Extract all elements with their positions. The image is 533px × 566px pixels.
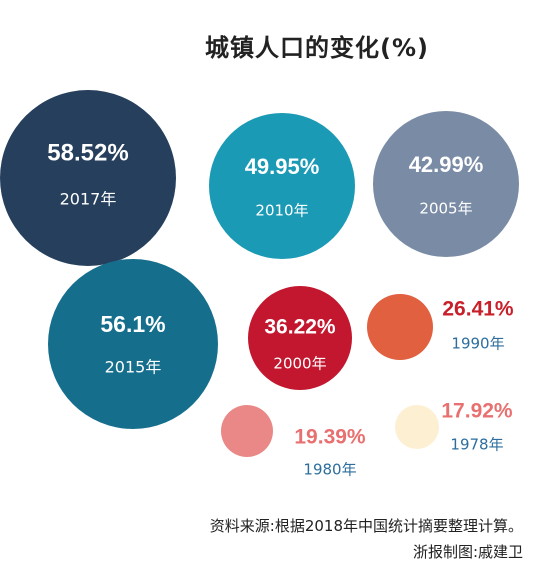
bubble-2005 (373, 111, 519, 257)
bubble-2015 (48, 259, 218, 429)
value-label-2017: 58.52% (47, 139, 128, 166)
bubble-2010 (209, 113, 355, 259)
value-label-2010: 49.95% (245, 154, 320, 179)
value-label-1978: 17.92% (441, 400, 513, 423)
year-label-1990: 1990年 (451, 335, 504, 353)
year-label-1980: 1980年 (303, 461, 356, 479)
bubble-1978 (395, 405, 439, 449)
bubble-2017 (0, 90, 176, 266)
chart-title: 城镇人口的变化(%) (205, 34, 429, 62)
value-label-2015: 56.1% (100, 311, 165, 337)
year-label-2010: 2010年 (255, 202, 308, 220)
credit-note: 浙报制图:戚建卫 (412, 543, 523, 561)
year-label-1978: 1978年 (450, 436, 503, 454)
year-label-2000: 2000年 (273, 355, 326, 373)
value-label-1980: 19.39% (294, 426, 366, 449)
value-label-1990: 26.41% (442, 298, 514, 321)
year-label-2005: 2005年 (419, 200, 472, 218)
bubble-1990 (367, 294, 433, 360)
bubble-2000 (248, 286, 352, 390)
year-label-2017: 2017年 (60, 190, 117, 209)
value-label-2005: 42.99% (409, 152, 484, 177)
year-label-2015: 2015年 (105, 358, 162, 377)
source-note: 资料来源:根据2018年中国统计摘要整理计算。 (209, 517, 523, 535)
value-label-2000: 36.22% (264, 316, 336, 339)
bubble-1980 (221, 405, 273, 457)
